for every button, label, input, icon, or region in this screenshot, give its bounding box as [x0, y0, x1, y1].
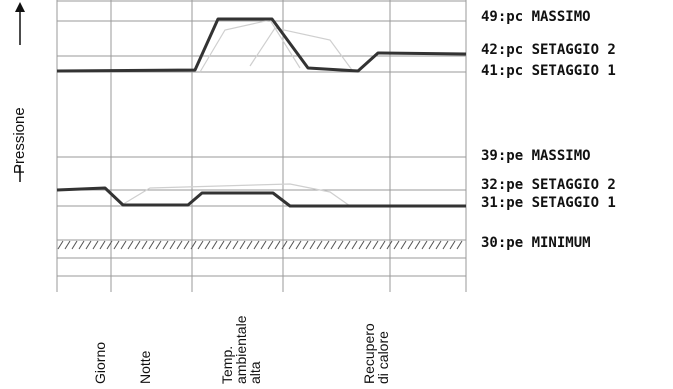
- hatch-stroke: [435, 240, 442, 250]
- hatch-stroke: [148, 240, 155, 250]
- hatch-stroke: [57, 240, 64, 250]
- hatch-stroke: [449, 240, 456, 250]
- phase-label-line: ambientale: [233, 315, 249, 385]
- hatch-stroke: [330, 240, 337, 250]
- hatch-stroke: [260, 240, 267, 250]
- ghost-traces: [119, 19, 353, 207]
- level-label-pc-setaggio-2: 42:pc SETAGGIO 2: [481, 42, 616, 58]
- hatch-stroke: [141, 240, 148, 250]
- hatch-stroke: [358, 240, 365, 250]
- hatch-stroke: [204, 240, 211, 250]
- hatch-stroke: [239, 240, 246, 250]
- hatch-stroke: [281, 240, 288, 250]
- hatch-stroke: [372, 240, 379, 250]
- level-label-pe-minimum: 30:pe MINIMUM: [481, 235, 591, 251]
- ghost-trace: [199, 19, 301, 73]
- hatch-stroke: [337, 240, 344, 250]
- hatch-stroke: [183, 240, 190, 250]
- hatch-stroke: [344, 240, 351, 250]
- level-label-pc-massimo: 49:pc MASSIMO: [481, 9, 591, 25]
- hatch-stroke: [323, 240, 330, 250]
- hatch-stroke: [351, 240, 358, 250]
- hatch-stroke: [64, 240, 71, 250]
- hatch-stroke: [127, 240, 134, 250]
- phase-label-giorno: Giorno: [92, 341, 108, 384]
- phase-label-line: Temp.: [219, 345, 235, 384]
- hatch-stroke: [288, 240, 295, 250]
- hatch-stroke: [99, 240, 106, 250]
- phase-label-line: Giorno: [92, 341, 108, 384]
- pc-pressure-trace: [56, 17, 467, 73]
- phase-label-line: alta: [247, 361, 263, 384]
- hatch-stroke: [134, 240, 141, 250]
- hatch-stroke: [428, 240, 435, 250]
- hatch-stroke: [120, 240, 127, 250]
- hatch-stroke: [225, 240, 232, 250]
- hatch-stroke: [400, 240, 407, 250]
- phase-label-recupero-di-calore: Recupero di calore: [361, 323, 391, 384]
- hatch-stroke: [421, 240, 428, 250]
- hatch-stroke: [316, 240, 323, 250]
- hatch-stroke: [92, 240, 99, 250]
- level-label-pe-setaggio-1: 31:pe SETAGGIO 1: [481, 195, 616, 211]
- hatch-stroke: [162, 240, 169, 250]
- hatch-stroke: [197, 240, 204, 250]
- hatch-stroke: [211, 240, 218, 250]
- minimum-hatch-band: [57, 240, 463, 250]
- hatch-stroke: [267, 240, 274, 250]
- hatch-stroke: [232, 240, 239, 250]
- phase-label-temp-ambientale-alta: Temp. ambientale alta: [219, 315, 263, 385]
- phase-label-notte: Notte: [137, 350, 153, 384]
- hatch-stroke: [365, 240, 372, 250]
- pressure-axis-text: Pressione: [11, 107, 28, 174]
- pe-pressure-trace: [56, 186, 466, 208]
- hatch-stroke: [309, 240, 316, 250]
- hatch-stroke: [176, 240, 183, 250]
- pressure-arrow-icon: [15, 2, 25, 182]
- hatch-stroke: [253, 240, 260, 250]
- hatch-stroke: [414, 240, 421, 250]
- ghost-trace: [119, 183, 351, 207]
- hatch-stroke: [218, 240, 225, 250]
- hatch-stroke: [302, 240, 309, 250]
- hatch-stroke: [169, 240, 176, 250]
- hatch-stroke: [155, 240, 162, 250]
- chart-grid: [56, 0, 467, 292]
- hatch-stroke: [78, 240, 85, 250]
- hatch-stroke: [379, 240, 386, 250]
- hatch-stroke: [295, 240, 302, 250]
- hatch-stroke: [85, 240, 92, 250]
- hatch-stroke: [407, 240, 414, 250]
- hatch-stroke: [442, 240, 449, 250]
- hatch-stroke: [113, 240, 120, 250]
- hatch-stroke: [393, 240, 400, 250]
- pressure-axis-label: Pressione: [5, 75, 35, 180]
- hatch-stroke: [106, 240, 113, 250]
- hatch-stroke: [456, 240, 463, 250]
- phase-label-line: di calore: [375, 331, 391, 384]
- level-label-pe-setaggio-2: 32:pe SETAGGIO 2: [481, 177, 616, 193]
- hatch-stroke: [386, 240, 393, 250]
- level-label-pe-massimo: 39:pe MASSIMO: [481, 148, 591, 164]
- phase-label-line: Notte: [137, 350, 153, 384]
- hatch-stroke: [246, 240, 253, 250]
- hatch-stroke: [274, 240, 281, 250]
- ghost-trace: [249, 27, 353, 71]
- hatch-stroke: [190, 240, 197, 250]
- hatch-stroke: [71, 240, 78, 250]
- level-label-pc-setaggio-1: 41:pc SETAGGIO 1: [481, 63, 616, 79]
- phase-label-line: Recupero: [361, 323, 377, 384]
